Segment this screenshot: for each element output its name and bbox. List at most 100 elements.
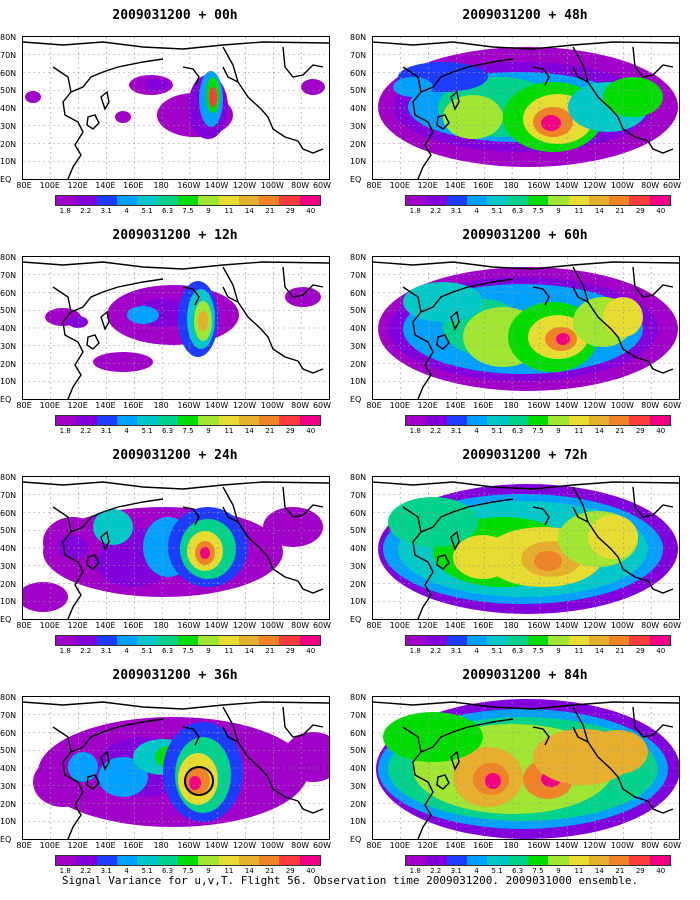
colorbar-swatch xyxy=(177,636,199,645)
colorbar-label: 40 xyxy=(306,647,316,655)
coastline xyxy=(86,774,100,790)
colorbar-label: 7.5 xyxy=(182,207,194,215)
colorbar-swatch xyxy=(238,196,260,205)
colorbar-labels: 1.8 2.2 3.1 4 5.1 6.3 7.5 9 11 14 21 29 40 xyxy=(55,207,321,216)
map-panel: 2009031200 + 12h 80N 70N 60N 50N 40N 30N 20N 10N… xyxy=(0,220,350,442)
coastline xyxy=(572,46,649,142)
colorbar-swatch xyxy=(629,416,650,425)
colorbar-swatch xyxy=(238,636,260,645)
coastline xyxy=(52,286,84,399)
colorbar-swatch xyxy=(446,636,467,645)
colorbar-swatch xyxy=(238,856,260,865)
colorbar-swatch xyxy=(157,856,178,865)
longitude-axis: 80E 100E 120E 140E 160E 180 160W 140W 120W 100W 80… xyxy=(366,621,681,633)
coastline xyxy=(420,58,514,93)
colorbar-label: 4 xyxy=(474,647,479,655)
variance-contour xyxy=(285,287,321,307)
latitude-tick-label: 10N xyxy=(0,597,17,607)
coastline xyxy=(100,90,110,111)
coastline xyxy=(297,800,324,814)
colorbar-label: 7.5 xyxy=(182,867,194,875)
colorbar-swatch xyxy=(527,856,549,865)
longitude-tick-label: 180 xyxy=(153,621,169,630)
coastline xyxy=(373,701,679,710)
colorbar-label: 4 xyxy=(474,867,479,875)
colorbar-swatch xyxy=(218,856,239,865)
coastline xyxy=(402,66,434,179)
longitude-tick-label: 80W xyxy=(641,401,660,410)
panel-title: 2009031200 + 84h xyxy=(462,668,588,683)
colorbar-swatch xyxy=(426,416,447,425)
map-canvas xyxy=(23,697,329,839)
longitude-axis: 80E 100E 120E 140E 160E 180 160W 140W 120W 100W 80… xyxy=(16,181,332,193)
latitude-tick-label: 40N xyxy=(350,104,367,113)
latitude-tick-label: 60N xyxy=(350,508,367,518)
longitude-tick-label: 60W xyxy=(312,181,332,190)
colorbar-swatch xyxy=(609,416,630,425)
variance-contour xyxy=(534,551,562,571)
colorbar-labels: 1.8 2.2 3.1 4 5.1 6.3 7.5 9 11 14 21 29 40 xyxy=(55,647,321,656)
colorbar-label: 3.1 xyxy=(450,647,462,655)
latitude-axis: 80N 70N 60N 50N 40N 30N 20N 10N EQ xyxy=(350,474,370,624)
colorbar-label: 5.1 xyxy=(141,427,153,435)
latitude-tick-label: 50N xyxy=(0,306,17,316)
coastline xyxy=(572,66,589,83)
longitude-tick-label: 140E xyxy=(445,181,466,190)
colorbar-label: 1.8 xyxy=(59,647,71,655)
longitude-tick-label: 80W xyxy=(291,401,310,410)
colorbar-swatch xyxy=(649,196,671,205)
longitude-tick-label: 160W xyxy=(527,621,551,630)
latitude-tick-label: 10N xyxy=(350,377,367,387)
coastline xyxy=(222,486,299,582)
colorbar-label: 2.2 xyxy=(80,427,92,435)
colorbar-label: 5.1 xyxy=(491,427,503,435)
longitude-tick-label: 120W xyxy=(232,181,257,190)
latitude-tick-label: 50N xyxy=(350,526,367,536)
colorbar-swatch xyxy=(157,416,178,425)
colorbar-label: 2.2 xyxy=(430,647,442,655)
colorbar-labels: 1.8 2.2 3.1 4 5.1 6.3 7.5 9 11 14 21 29 40 xyxy=(405,207,671,216)
coastline xyxy=(572,266,649,362)
longitude-tick-label: 140E xyxy=(95,401,116,410)
longitude-axis: 80E 100E 120E 140E 160E 180 160W 140W 120W 100W 80… xyxy=(366,841,681,853)
coastline xyxy=(450,530,460,551)
colorbar-swatch xyxy=(177,416,199,425)
colorbar-swatch xyxy=(116,416,138,425)
longitude-tick-label: 100W xyxy=(610,401,634,410)
colorbar-label: 29 xyxy=(285,207,295,215)
longitude-tick-label: 60W xyxy=(312,401,332,410)
map-canvas xyxy=(23,37,329,179)
coastline xyxy=(420,718,514,753)
colorbar-label: 9 xyxy=(206,427,211,435)
latitude-tick-label: 30N xyxy=(0,781,17,791)
longitude-tick-label: 120E xyxy=(417,401,438,410)
coastline xyxy=(373,261,679,270)
longitude-tick-label: 120W xyxy=(232,401,257,410)
colorbar-label: 40 xyxy=(306,867,316,875)
panel-title: 2009031200 + 60h xyxy=(462,228,588,243)
colorbar-label: 14 xyxy=(244,207,254,215)
longitude-tick-label: 160W xyxy=(177,401,201,410)
coastline xyxy=(632,46,674,78)
colorbar-label: 11 xyxy=(574,207,584,215)
colorbar-label: 4 xyxy=(124,867,129,875)
latitude-tick-label: 40N xyxy=(0,104,17,113)
longitude-tick-label: 120W xyxy=(582,621,607,630)
variance-map xyxy=(22,476,330,620)
map-canvas xyxy=(23,257,329,399)
latitude-tick-label: 50N xyxy=(0,746,17,756)
colorbar-swatch xyxy=(527,416,549,425)
map-panel: 2009031200 + 84h 80N 70N 60N 50N 40N 30N 20N 10N… xyxy=(350,660,700,882)
variance-contour xyxy=(541,115,561,131)
coastline xyxy=(632,486,674,518)
variance-contour xyxy=(23,582,68,612)
colorbar-swatch xyxy=(649,856,671,865)
panel-title: 2009031200 + 24h xyxy=(112,448,238,463)
longitude-tick-label: 80E xyxy=(16,181,32,190)
longitude-axis: 80E 100E 120E 140E 160E 180 160W 140W 120W 100W 80… xyxy=(16,621,331,633)
latitude-tick-label: 80N xyxy=(350,253,367,262)
longitude-tick-label: 180 xyxy=(153,401,169,410)
longitude-tick-label: 120W xyxy=(582,841,607,850)
latitude-tick-label: EQ xyxy=(350,835,362,844)
colorbar-swatch xyxy=(177,856,199,865)
